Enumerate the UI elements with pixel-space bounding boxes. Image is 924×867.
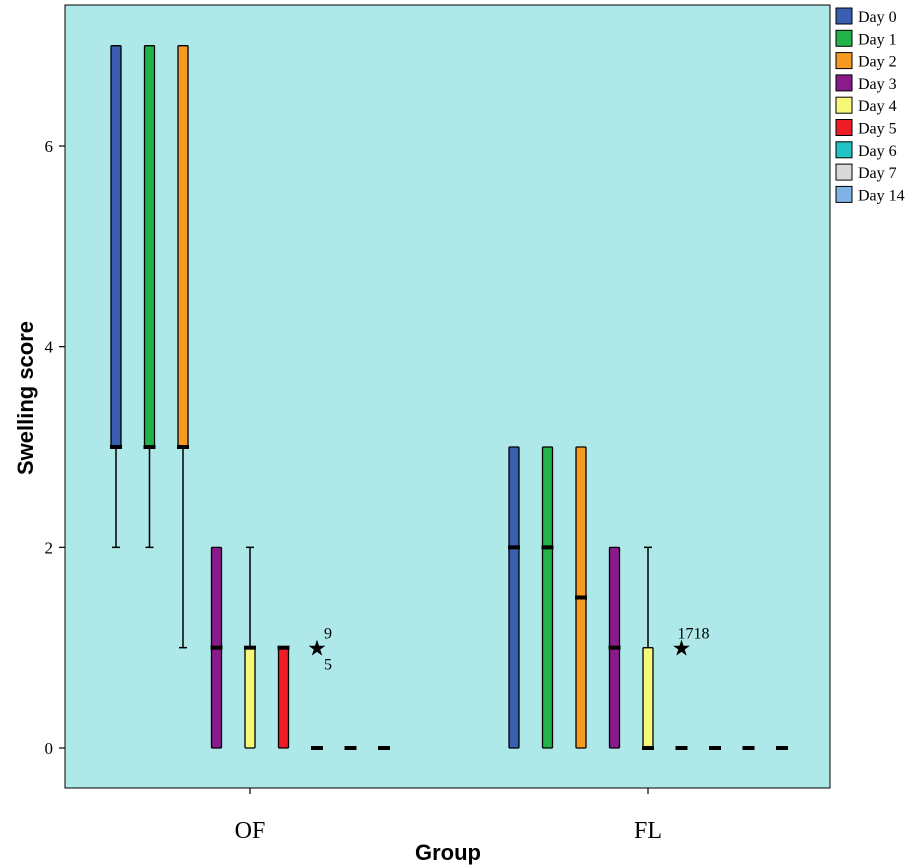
box-day-2: [177, 45, 189, 649]
legend-item: Day 7: [835, 163, 897, 182]
legend-item: Day 4: [835, 96, 897, 115]
outlier-star: ★: [307, 637, 327, 662]
box-day-4: [642, 546, 654, 750]
legend-label: Day 1: [858, 31, 897, 48]
legend-item: Day 6: [835, 141, 897, 160]
box-body: [177, 45, 189, 448]
legend-label: Day 7: [858, 165, 897, 182]
legend-swatch: [835, 52, 853, 70]
legend-swatch: [835, 29, 853, 47]
legend-item: Day 14: [835, 185, 905, 204]
legend-swatch: [835, 163, 853, 181]
y-tick-label: 4: [45, 338, 54, 357]
box-day-1: [143, 45, 156, 549]
legend-item: Day 0: [835, 7, 897, 26]
outlier-label: 1718: [678, 626, 710, 643]
legend-swatch: [835, 96, 853, 114]
box-body: [541, 446, 554, 749]
legend-label: Day 4: [858, 98, 897, 115]
y-tick-label: 0: [45, 739, 54, 758]
x-category-label: FL: [634, 818, 662, 844]
outliers: ★95★1718: [307, 626, 709, 674]
box-body: [143, 45, 156, 448]
box-day-2: [575, 446, 587, 749]
legend-label: Day 2: [858, 54, 897, 71]
box-day-4: [244, 546, 256, 749]
x-axis-title: Group: [415, 840, 481, 865]
outlier-label: 5: [324, 657, 332, 674]
box-body: [508, 446, 520, 749]
legend-item: Day 3: [835, 74, 897, 93]
legend-label: Day 3: [858, 76, 897, 93]
legend-swatch: [835, 7, 853, 25]
box-body: [110, 45, 122, 448]
box-day-5: [277, 645, 290, 749]
y-axis-title: Swelling score: [13, 321, 38, 475]
legend-label: Day 6: [858, 143, 897, 160]
legend-swatch: [835, 119, 853, 136]
box-day-0: [110, 45, 122, 549]
box-day-0: [508, 446, 520, 749]
box-body: [277, 647, 290, 749]
outlier-star: ★: [672, 637, 692, 662]
legend-swatch: [835, 141, 853, 159]
legend-label: Day 0: [858, 9, 897, 26]
legend-item: Day 1: [835, 29, 897, 48]
box-series: [110, 45, 788, 750]
y-axis: 0 2 4 6: [45, 137, 65, 758]
legend-swatch: [835, 185, 853, 203]
box-body: [642, 647, 654, 749]
box-day-3: [608, 546, 621, 749]
legend-label: Day 14: [858, 187, 905, 204]
box-day-3: [210, 546, 223, 749]
plot-area: [64, 4, 831, 789]
y-tick-label: 2: [45, 538, 54, 557]
legend-item: Day 2: [835, 52, 897, 71]
legend-swatch: [835, 74, 853, 92]
legend: Day 0 Day 1 Day 2 Day 3 Day 4 Day 5 Day 6 Day 7…: [835, 7, 905, 204]
outlier-label: 9: [324, 626, 332, 643]
box-day-1: [541, 446, 554, 749]
legend-item: Day 5: [835, 119, 897, 138]
box-body: [244, 647, 256, 749]
x-category-label: OF: [235, 818, 266, 844]
legend-label: Day 5: [858, 121, 897, 138]
y-tick-label: 6: [45, 137, 54, 156]
x-axis: OF FL: [235, 788, 662, 844]
